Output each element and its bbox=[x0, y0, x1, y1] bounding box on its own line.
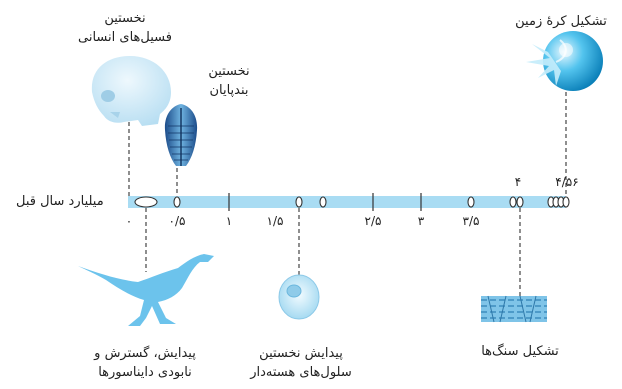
label-first-eukaryotes: پیدایش نخستین سلول‌های هسته‌دار bbox=[226, 344, 376, 382]
label-dinosaurs: پیدایش، گسترش و نابودی دایناسورها bbox=[70, 344, 220, 382]
cell-illustration bbox=[278, 274, 320, 320]
dinosaur-illustration bbox=[78, 254, 214, 326]
rocks-illustration bbox=[481, 295, 547, 323]
label-dinosaurs-line2: نابودی دایناسورها bbox=[98, 365, 192, 380]
tick-label-4: ۴ bbox=[514, 175, 522, 189]
tick-label-4-56: ۴/۵۶ bbox=[555, 175, 579, 189]
tick-label-1-5: ۱/۵ bbox=[266, 214, 284, 228]
marker-rocks-a bbox=[509, 196, 517, 208]
label-arthropods-line2: بندپایان bbox=[209, 83, 249, 98]
tick-label-0: ۰ bbox=[125, 214, 133, 228]
event-markers bbox=[134, 196, 570, 208]
label-first-arthropods: نخستین بندپایان bbox=[184, 62, 274, 100]
timeline-bar bbox=[128, 196, 566, 208]
connectors bbox=[128, 92, 567, 296]
axis-unit-label: میلیارد سال قبل bbox=[16, 194, 104, 209]
label-eukaryotes-line2: سلول‌های هسته‌دار bbox=[250, 365, 352, 380]
marker-0-5 bbox=[173, 196, 181, 208]
label-dinosaurs-line1: پیدایش، گسترش و bbox=[94, 346, 196, 361]
label-rock-formation: تشکیل سنگ‌ها bbox=[460, 342, 580, 361]
tick-label-0-5: ۰/۵ bbox=[168, 214, 186, 228]
label-rock-formation-text: تشکیل سنگ‌ها bbox=[481, 344, 559, 359]
tick-label-2-5: ۲/۵ bbox=[364, 214, 382, 228]
label-human-fossils-line1: نخستین bbox=[104, 11, 146, 26]
tick-label-3: ۳ bbox=[417, 214, 425, 228]
marker-earth-d bbox=[562, 196, 570, 208]
label-first-human-fossils: نخستین فسیل‌های انسانی bbox=[64, 9, 186, 47]
marker-1-5 bbox=[295, 196, 303, 208]
tick-label-3-5: ۳/۵ bbox=[462, 214, 480, 228]
timeline-ticks bbox=[228, 193, 422, 211]
marker-3-5 bbox=[467, 196, 475, 208]
marker-dinosaur-era bbox=[134, 196, 158, 208]
trilobite-illustration bbox=[164, 104, 198, 166]
label-earth-formation-text: تشکیل کرهٔ زمین bbox=[515, 14, 607, 29]
marker-2 bbox=[319, 196, 327, 208]
earth-illustration bbox=[526, 31, 603, 91]
label-eukaryotes-line1: پیدایش نخستین bbox=[259, 346, 343, 361]
marker-rocks-b bbox=[516, 196, 524, 208]
tick-label-1: ۱ bbox=[225, 214, 233, 228]
label-earth-formation: تشکیل کرهٔ زمین bbox=[505, 12, 617, 31]
skull-illustration bbox=[91, 56, 171, 126]
label-arthropods-line1: نخستین bbox=[208, 64, 250, 79]
label-human-fossils-line2: فسیل‌های انسانی bbox=[78, 30, 172, 45]
